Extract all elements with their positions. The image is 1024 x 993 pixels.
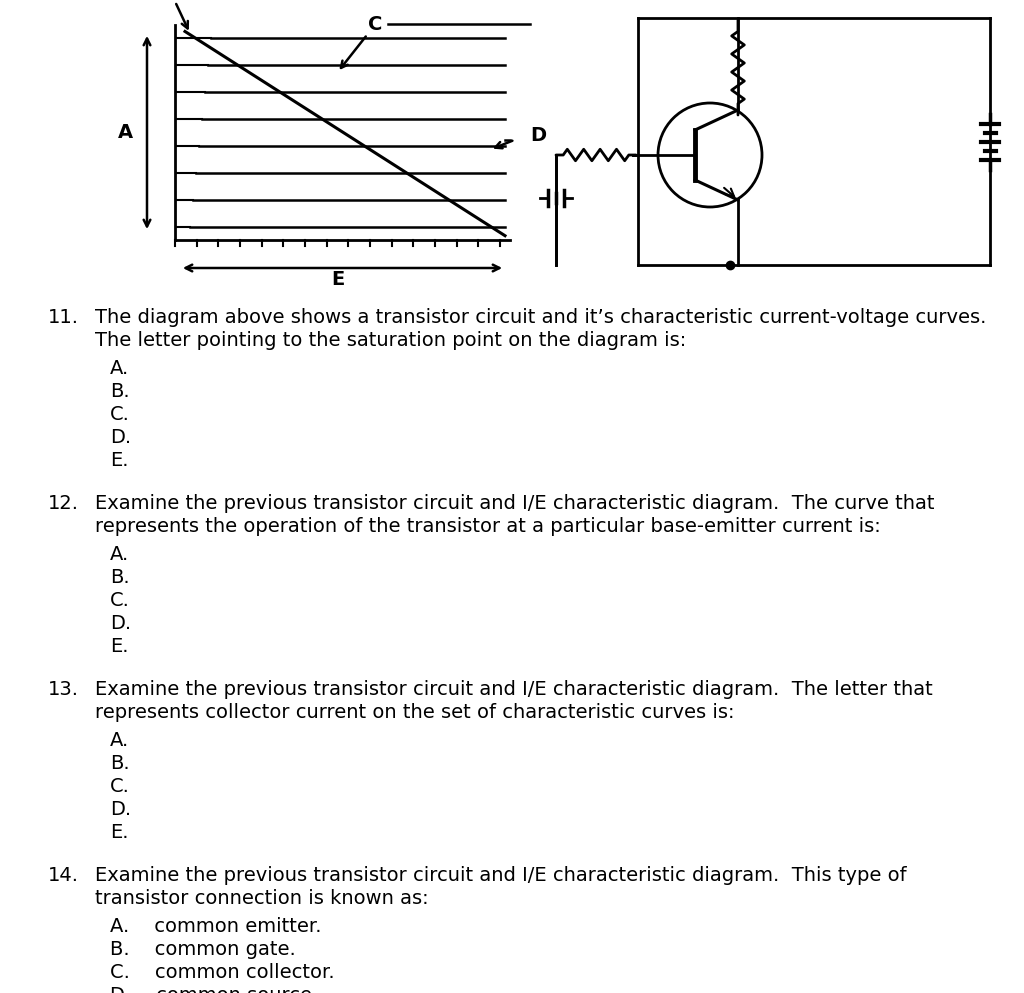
Text: C.: C. [110,777,130,796]
Text: B.: B. [110,754,130,773]
Text: C: C [369,15,383,34]
Text: 12.: 12. [48,494,79,513]
Text: B.    common gate.: B. common gate. [110,940,296,959]
Text: represents collector current on the set of characteristic curves is:: represents collector current on the set … [95,703,734,722]
Text: 14.: 14. [48,866,79,885]
Text: E: E [331,270,344,289]
Text: The letter pointing to the saturation point on the diagram is:: The letter pointing to the saturation po… [95,331,686,350]
Text: A.: A. [110,545,129,564]
Text: E.: E. [110,823,128,842]
Text: E.: E. [110,637,128,656]
Text: Examine the previous transistor circuit and I/E characteristic diagram.  This ty: Examine the previous transistor circuit … [95,866,906,885]
Text: Examine the previous transistor circuit and I/E characteristic diagram.  The cur: Examine the previous transistor circuit … [95,494,935,513]
Text: C.: C. [110,405,130,424]
Text: A.    common emitter.: A. common emitter. [110,917,322,936]
Text: 11.: 11. [48,308,79,327]
Text: B.: B. [110,382,130,401]
Text: D.: D. [110,800,131,819]
Text: C.    common collector.: C. common collector. [110,963,335,982]
Text: A.: A. [110,731,129,750]
Text: C.: C. [110,591,130,610]
Text: D: D [530,126,546,145]
Text: A.: A. [110,359,129,378]
Text: transistor connection is known as:: transistor connection is known as: [95,889,429,908]
Text: B.: B. [110,568,130,587]
Text: represents the operation of the transistor at a particular base-emitter current : represents the operation of the transist… [95,517,881,536]
Text: E.: E. [110,451,128,470]
Text: Examine the previous transistor circuit and I/E characteristic diagram.  The let: Examine the previous transistor circuit … [95,680,933,699]
Text: D.    common source.: D. common source. [110,986,318,993]
Text: 13.: 13. [48,680,79,699]
Text: D.: D. [110,614,131,633]
Text: A: A [118,123,132,142]
Text: The diagram above shows a transistor circuit and it’s characteristic current-vol: The diagram above shows a transistor cir… [95,308,986,327]
Text: D.: D. [110,428,131,447]
